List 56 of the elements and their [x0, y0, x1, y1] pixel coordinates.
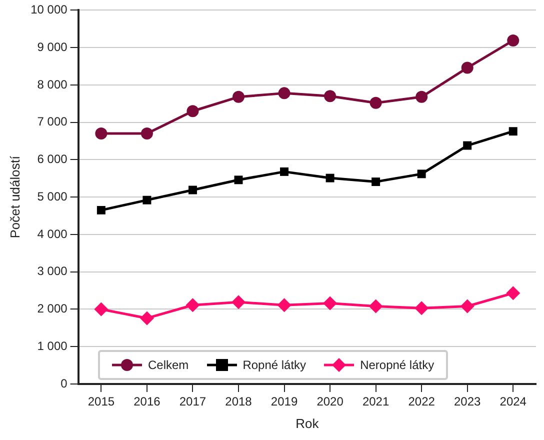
y-tick-label: 9 000 — [37, 40, 68, 54]
x-tick-label: 2019 — [270, 394, 298, 409]
point — [140, 128, 153, 140]
y-tick-label: 3 000 — [37, 264, 68, 278]
x-tick-label: 2021 — [362, 394, 390, 409]
point — [370, 96, 382, 109]
y-tick-label: 2 000 — [37, 302, 68, 316]
point — [324, 90, 336, 102]
y-tick-label: 8 000 — [37, 77, 68, 92]
point — [231, 295, 246, 310]
x-tick-label: 2022 — [408, 394, 436, 409]
point — [417, 170, 426, 178]
point — [460, 299, 474, 314]
y-tick-label: 5 000 — [37, 189, 68, 204]
point — [416, 90, 428, 103]
legend-label: Ropné látky — [242, 358, 306, 372]
x-tick-label: 2015 — [88, 394, 115, 409]
y-tick-label: 0 — [60, 376, 68, 390]
point — [368, 299, 383, 314]
x-tick-label: 2024 — [500, 394, 527, 409]
point — [232, 90, 244, 103]
point — [94, 302, 108, 316]
point — [234, 176, 243, 184]
point — [280, 167, 289, 176]
y-axis-title: Počet událostí — [7, 156, 22, 238]
point — [506, 286, 520, 300]
point — [372, 178, 380, 186]
y-tick-label: 10 000 — [30, 2, 68, 17]
point — [326, 174, 334, 182]
point — [96, 206, 106, 214]
legend-label: Celkem — [148, 358, 189, 372]
point — [463, 141, 472, 150]
point — [278, 87, 290, 100]
x-tick-label: 2016 — [134, 394, 161, 409]
point — [461, 62, 474, 74]
point — [186, 105, 199, 118]
y-tick-label: 1 000 — [37, 338, 68, 353]
x-tick-label: 2017 — [179, 394, 206, 409]
point — [507, 34, 520, 46]
point — [186, 298, 200, 312]
x-axis-title: Rok — [296, 416, 320, 431]
y-tick-label: 7 000 — [37, 114, 68, 129]
y-tick-label: 4 000 — [37, 226, 68, 241]
x-tick-label: 2020 — [316, 394, 344, 409]
point — [277, 298, 292, 312]
point — [188, 186, 197, 194]
point — [508, 127, 518, 136]
point — [142, 196, 152, 204]
x-tick-label: 2018 — [225, 394, 252, 409]
point — [140, 311, 154, 326]
legend-label: Neropné látky — [360, 358, 434, 372]
point — [414, 301, 429, 316]
x-tick-label: 2023 — [454, 394, 482, 409]
y-tick-label: 6 000 — [37, 152, 68, 166]
point — [323, 296, 338, 310]
point — [95, 128, 108, 140]
